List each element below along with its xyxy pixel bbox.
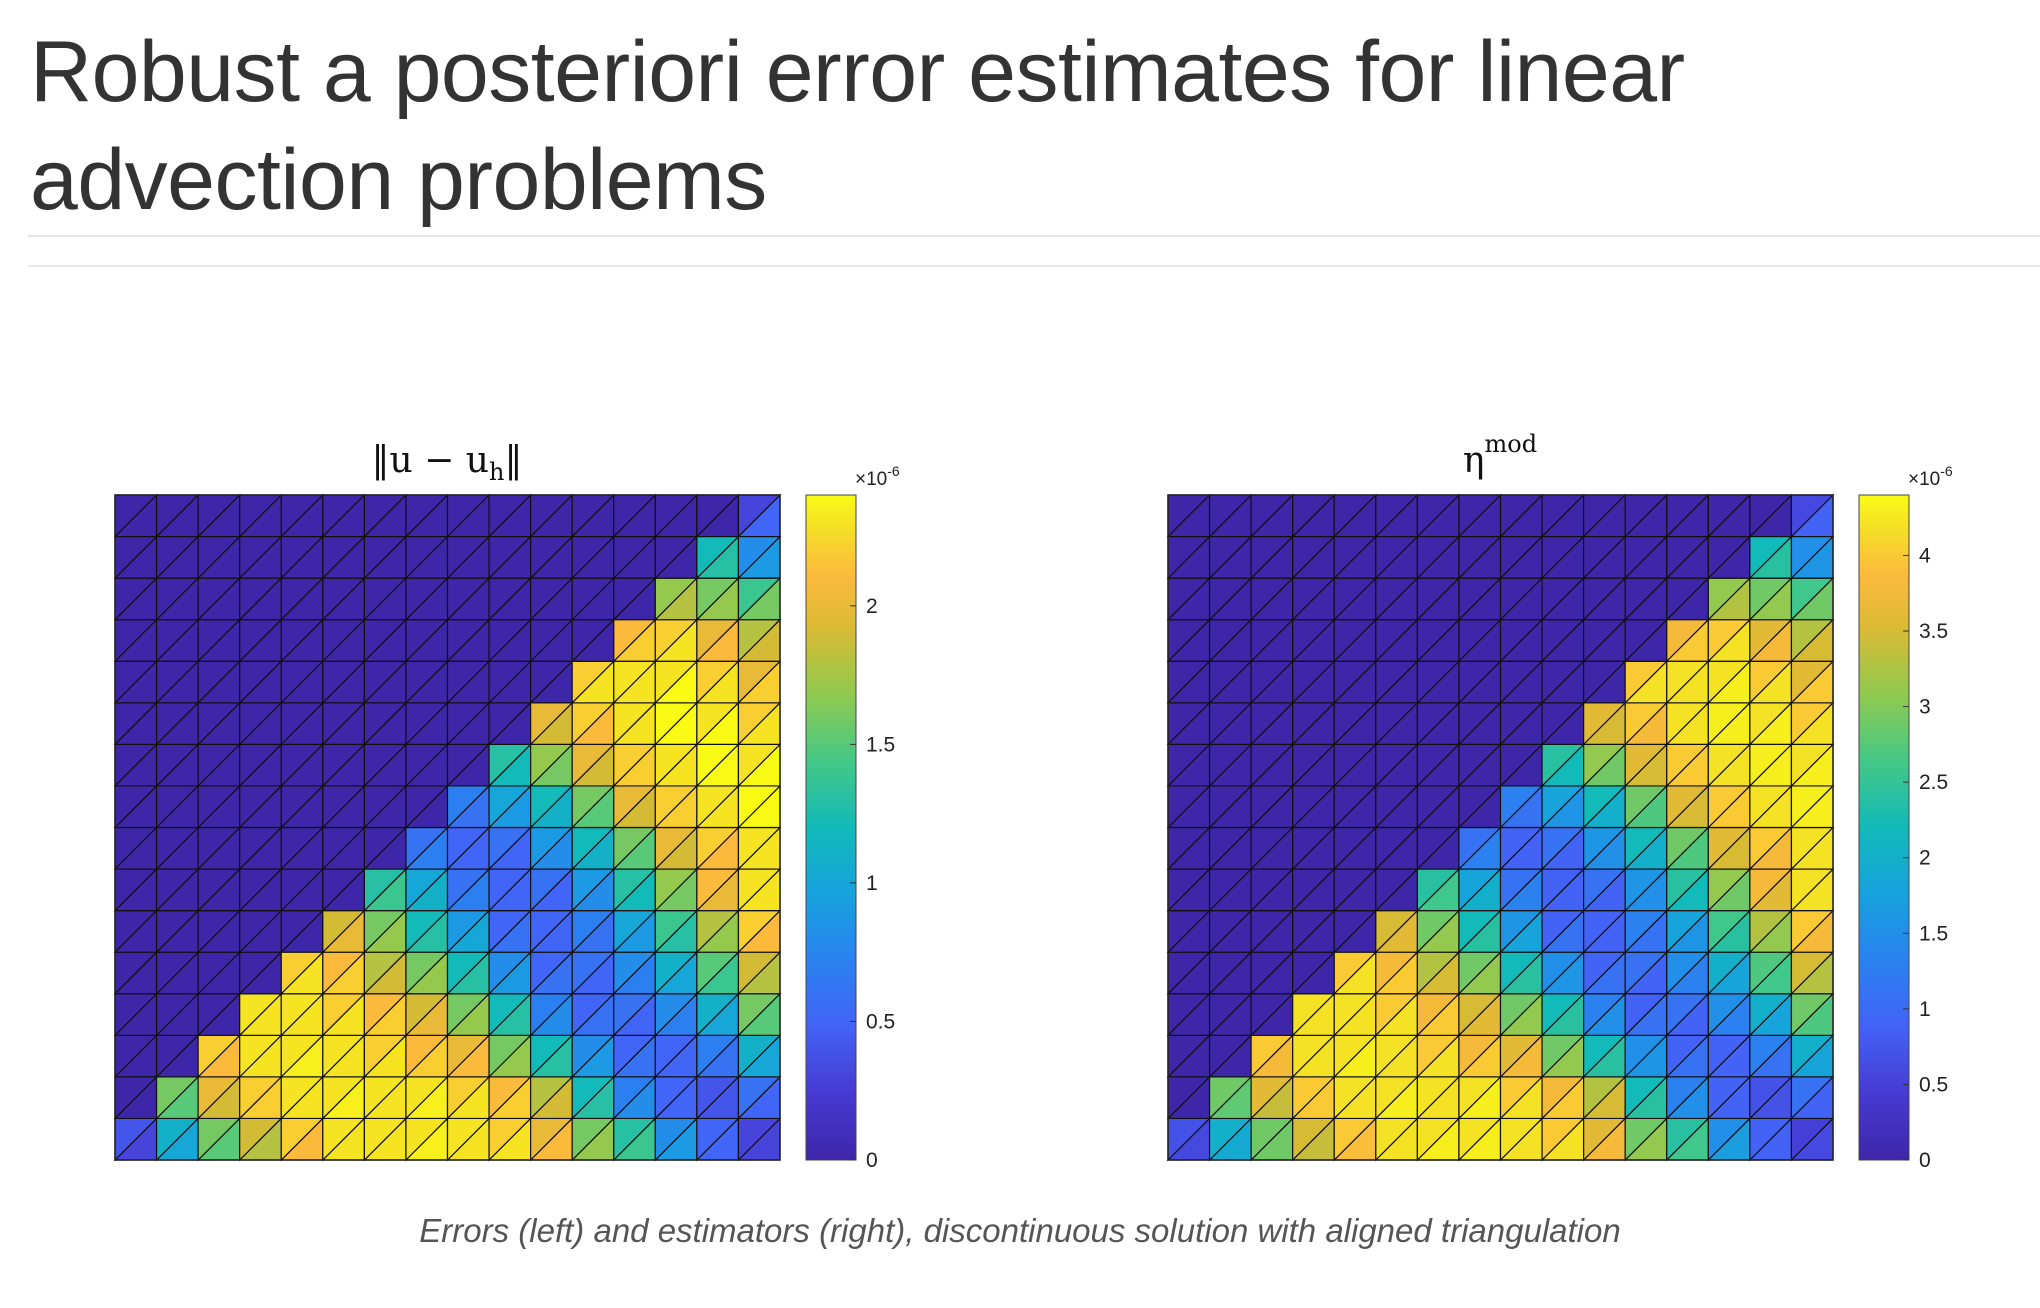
left-colorbar-exponent: ×10-6 [855,463,900,490]
figure-panels: ‖u − uh‖ ηmod ×10-6 0 0.5 1 1.5 2 ×10-6 0 0.5… [113,430,1953,1172]
left-plot-frame [114,494,781,1161]
page-title: Robust a posteriori error estimates for … [30,24,1685,228]
right-colorbar-tick-label: 3 [1919,696,1931,719]
right-colorbar-tick-label: 0.5 [1919,1073,1948,1096]
left-colorbar-gradient [805,494,857,1161]
left-colorbar-tick-label: 1.5 [866,733,895,756]
figure-caption: Errors (left) and estimators (right), di… [419,1212,1621,1249]
left-error-mesh [113,493,782,1162]
right-colorbar-tick-label: 2 [1919,847,1931,870]
right-plot-frame [1167,494,1834,1161]
right-colorbar-gradient [1858,494,1910,1161]
left-colorbar: ×10-6 0 0.5 1 1.5 2 [805,463,900,1172]
right-colorbar-tick-label: 4 [1919,544,1931,567]
title-divider-bottom [28,265,2040,267]
left-colorbar-tick-label: 0.5 [866,1010,895,1033]
right-colorbar: ×10-6 0 0.5 1 1.5 2 2.5 3 3.5 4 [1858,463,1953,1172]
right-estimator-mesh [1166,493,1835,1162]
right-colorbar-tick-label: 2.5 [1919,771,1948,794]
title-divider-top [28,235,2040,237]
left-colorbar-tick-label: 2 [866,595,878,618]
right-colorbar-tick-label: 3.5 [1919,620,1948,643]
right-colorbar-tick-label: 0 [1919,1149,1931,1172]
right-plot-title: ηmod [1463,430,1537,481]
right-colorbar-exponent: ×10-6 [1908,463,1953,490]
left-plot-title: ‖u − uh‖ [372,440,523,486]
left-colorbar-tick-label: 0 [866,1149,878,1172]
right-colorbar-tick-label: 1.5 [1919,922,1948,945]
left-colorbar-tick-label: 1 [866,872,878,895]
right-colorbar-tick-label: 1 [1919,998,1931,1021]
